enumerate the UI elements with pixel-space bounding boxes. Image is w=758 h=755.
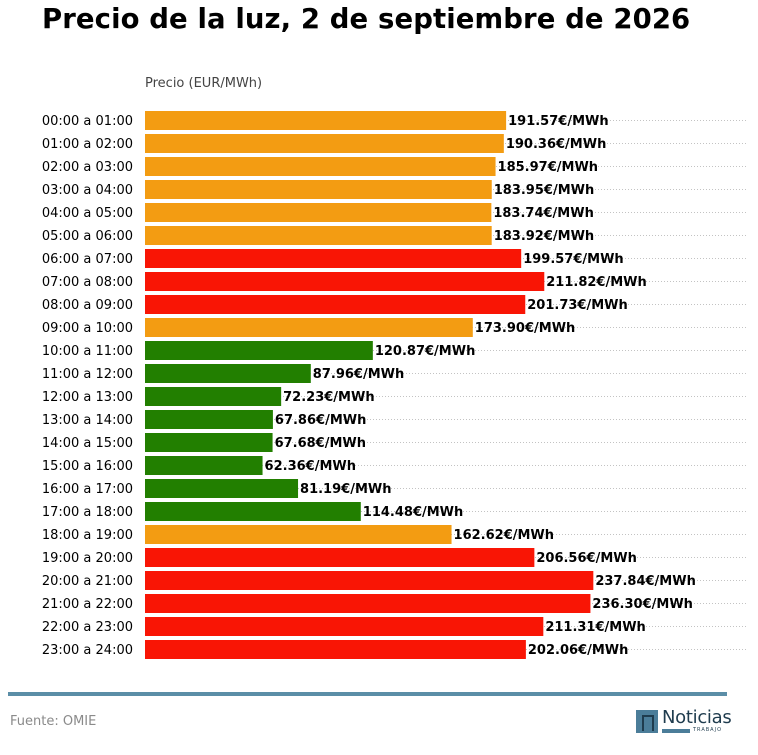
bar xyxy=(145,594,591,613)
x-axis-label: Precio (EUR/MWh) xyxy=(145,76,262,91)
category-label: 20:00 a 21:00 xyxy=(42,574,133,589)
value-label: 237.84€/MWh xyxy=(595,574,696,589)
bar xyxy=(145,571,594,590)
bar xyxy=(145,433,273,452)
bar xyxy=(145,180,492,199)
bar xyxy=(145,387,282,406)
value-labels: 191.57€/MWh 190.36€/MWh 185.97€/MWh 183.95€… xyxy=(265,114,696,658)
category-label: 09:00 a 10:00 xyxy=(42,321,133,336)
value-label: 72.23€/MWh xyxy=(283,390,374,405)
value-label: 211.31€/MWh xyxy=(545,620,646,635)
bar xyxy=(145,364,311,383)
category-label: 23:00 a 24:00 xyxy=(42,643,133,658)
bar-chart: Precio (EUR/MWh) 00:00 a 01:00 01:00 a 02… xyxy=(42,76,748,659)
value-label: 62.36€/MWh xyxy=(265,459,356,474)
value-label: 206.56€/MWh xyxy=(536,551,637,566)
value-label: 202.06€/MWh xyxy=(528,643,629,658)
category-label: 02:00 a 03:00 xyxy=(42,160,133,175)
bar xyxy=(145,479,299,498)
logo-underline xyxy=(662,729,690,733)
bar xyxy=(145,525,452,544)
value-label: 87.96€/MWh xyxy=(313,367,404,382)
category-label: 07:00 a 08:00 xyxy=(42,275,133,290)
value-label: 211.82€/MWh xyxy=(546,275,647,290)
category-label: 05:00 a 06:00 xyxy=(42,229,133,244)
category-label: 16:00 a 17:00 xyxy=(42,482,133,497)
bar xyxy=(145,203,492,222)
value-label: 173.90€/MWh xyxy=(475,321,576,336)
category-label: 14:00 a 15:00 xyxy=(42,436,133,451)
logo-icon xyxy=(636,710,658,733)
category-label: 21:00 a 22:00 xyxy=(42,597,133,612)
value-label: 81.19€/MWh xyxy=(300,482,391,497)
bar xyxy=(145,295,526,314)
gridlines xyxy=(145,120,748,650)
category-label: 12:00 a 13:00 xyxy=(42,390,133,405)
category-label: 10:00 a 11:00 xyxy=(42,344,133,359)
category-label: 18:00 a 19:00 xyxy=(42,528,133,543)
bar xyxy=(145,617,544,636)
value-label: 201.73€/MWh xyxy=(527,298,628,313)
value-label: 120.87€/MWh xyxy=(375,344,476,359)
bar xyxy=(145,456,263,475)
logo-text: Noticias xyxy=(662,707,732,728)
logo: Noticias TRABAJO xyxy=(636,707,732,736)
value-label: 162.62€/MWh xyxy=(454,528,555,543)
category-label: 11:00 a 12:00 xyxy=(42,367,133,382)
value-label: 199.57€/MWh xyxy=(523,252,624,267)
source-text: Fuente: OMIE xyxy=(10,714,97,729)
bar xyxy=(145,272,545,291)
bar xyxy=(145,548,535,567)
chart-title: Precio de la luz, 2 de septiembre de 202… xyxy=(42,3,691,35)
category-label: 08:00 a 09:00 xyxy=(42,298,133,313)
category-labels: 00:00 a 01:00 01:00 a 02:00 02:00 a 03:00 0… xyxy=(42,114,133,658)
bar xyxy=(145,640,526,659)
category-label: 17:00 a 18:00 xyxy=(42,505,133,520)
value-label: 236.30€/MWh xyxy=(592,597,693,612)
category-label: 04:00 a 05:00 xyxy=(42,206,133,221)
category-label: 15:00 a 16:00 xyxy=(42,459,133,474)
category-label: 03:00 a 04:00 xyxy=(42,183,133,198)
bar xyxy=(145,226,492,245)
bar xyxy=(145,134,504,153)
bar xyxy=(145,341,373,360)
value-label: 183.92€/MWh xyxy=(494,229,595,244)
bar xyxy=(145,318,473,337)
logo-subtext: TRABAJO xyxy=(693,727,723,733)
category-label: 19:00 a 20:00 xyxy=(42,551,133,566)
category-label: 00:00 a 01:00 xyxy=(42,114,133,129)
value-label: 185.97€/MWh xyxy=(498,160,599,175)
category-label: 22:00 a 23:00 xyxy=(42,620,133,635)
bar xyxy=(145,502,361,521)
value-label: 67.86€/MWh xyxy=(275,413,366,428)
category-label: 13:00 a 14:00 xyxy=(42,413,133,428)
bar xyxy=(145,249,522,268)
footer-divider xyxy=(8,692,727,696)
value-label: 183.95€/MWh xyxy=(494,183,594,198)
bar xyxy=(145,157,496,176)
value-label: 191.57€/MWh xyxy=(508,114,609,129)
value-label: 190.36€/MWh xyxy=(506,137,607,152)
value-label: 114.48€/MWh xyxy=(363,505,464,520)
value-label: 67.68€/MWh xyxy=(275,436,366,451)
bar xyxy=(145,410,273,429)
category-label: 01:00 a 02:00 xyxy=(42,137,133,152)
bar xyxy=(145,111,507,130)
category-label: 06:00 a 07:00 xyxy=(42,252,133,267)
value-label: 183.74€/MWh xyxy=(493,206,594,221)
bars xyxy=(145,111,594,659)
